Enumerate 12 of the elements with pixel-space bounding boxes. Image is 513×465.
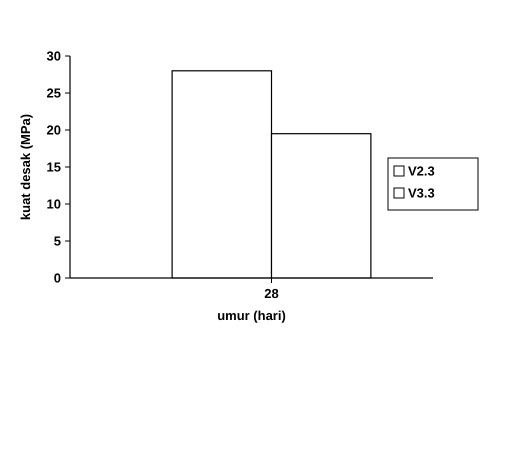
legend-label: V3.3 — [408, 186, 435, 201]
y-tick-label: 15 — [46, 160, 61, 175]
y-tick-label: 20 — [46, 122, 61, 138]
y-tick-label: 5 — [54, 234, 61, 249]
x-axis-title: umur (hari) — [217, 308, 286, 323]
y-tick-label: 30 — [46, 48, 61, 64]
legend-label: V2.3 — [408, 164, 435, 179]
y-tick-label: 0 — [54, 270, 61, 286]
y-tick-label: 10 — [46, 196, 61, 212]
y-tick-label: 25 — [46, 86, 61, 101]
y-axis-title: kuat desak (MPa) — [18, 114, 33, 220]
x-tick-label: 28 — [264, 286, 279, 301]
